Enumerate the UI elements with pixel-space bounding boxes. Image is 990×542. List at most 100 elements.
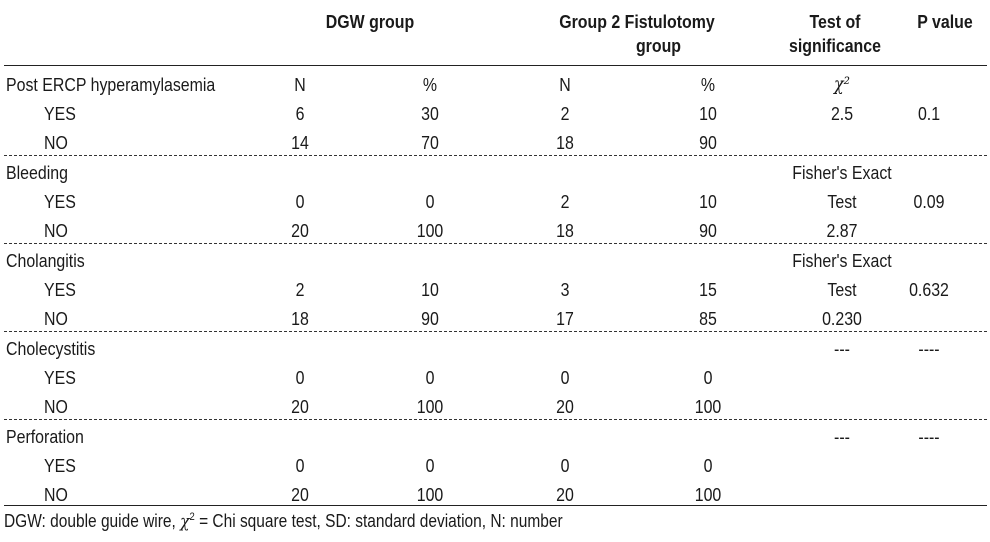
cell-fist-n: 20 — [556, 396, 574, 417]
cell-fist-pct: 0 — [703, 367, 713, 388]
header-fistulotomy-line1: Group 2 Fistulotomy — [559, 11, 715, 32]
cell-dgw-n: 2 — [295, 279, 305, 300]
cell-dgw-pct: 100 — [416, 220, 444, 241]
cell-fist-pct: 90 — [699, 220, 717, 241]
table-row: Post ERCP hyperamylasemia N% N% χ² — [0, 70, 990, 99]
table-row: NO 18 90 17 85 0.230 — [0, 304, 990, 333]
footnote: DGW: double guide wire, χ2 = Chi square … — [4, 511, 563, 532]
cell-fist-pct: 100 — [694, 484, 722, 505]
table-row: YES 0 0 2 10 Test 0.09 — [0, 187, 990, 216]
table-row: NO 20 100 18 90 2.87 — [0, 216, 990, 245]
cell-dgw-pct: 90 — [421, 308, 439, 329]
section-divider — [4, 155, 987, 156]
cell-dgw-pct: 30 — [421, 103, 439, 124]
cell-p: 0.1 — [917, 103, 941, 124]
section-label: Post ERCP hyperamylasemia — [6, 74, 216, 95]
header-test-line1: Test of — [809, 11, 861, 32]
footnote-prefix: DGW: double guide wire, — [4, 511, 181, 531]
cell-dgw-n: 18 — [291, 308, 309, 329]
header-test-line2: significance — [789, 35, 881, 56]
cell-fist-n: 3 — [560, 279, 570, 300]
no-label: NO — [44, 484, 68, 505]
yes-label: YES — [44, 279, 76, 300]
table-row: Cholecystitis --- ---- — [0, 334, 990, 363]
cell-dgw-pct: 100 — [416, 396, 444, 417]
cell-dgw-n: 20 — [291, 484, 309, 505]
table-row: NO 20 100 20 100 — [0, 392, 990, 421]
cell-dgw-n: 0 — [295, 191, 305, 212]
section-divider — [4, 419, 987, 420]
cell-p: ---- — [918, 338, 940, 359]
cell-test: Test — [827, 279, 857, 300]
cell-dgw-n: 14 — [291, 132, 309, 153]
cell-fist-pct: 85 — [699, 308, 717, 329]
no-label: NO — [44, 308, 68, 329]
cell-dgw-n: 20 — [291, 220, 309, 241]
cell-fist-n: 20 — [556, 484, 574, 505]
cell-dgw-pct: % — [422, 74, 438, 95]
cell-fist-n: N — [559, 74, 571, 95]
yes-label: YES — [44, 367, 76, 388]
yes-label: YES — [44, 103, 76, 124]
yes-label: YES — [44, 191, 76, 212]
cell-fist-n: 2 — [560, 191, 570, 212]
section-label: Cholecystitis — [6, 338, 96, 359]
cell-fist-n: 18 — [556, 132, 574, 153]
table-row: Cholangitis Fisher's Exact — [0, 246, 990, 275]
table-row: Perforation --- ---- — [0, 422, 990, 451]
no-label: NO — [44, 396, 68, 417]
cell-fist-pct: 10 — [699, 103, 717, 124]
cell-test: 0.230 — [822, 308, 862, 329]
header-fistulotomy-line2: group — [635, 35, 682, 56]
cell-fist-pct: 90 — [699, 132, 717, 153]
cell-fist-pct: 100 — [694, 396, 722, 417]
table-row: Bleeding Fisher's Exact — [0, 158, 990, 187]
cell-dgw-pct: 10 — [421, 279, 439, 300]
section-label: Cholangitis — [6, 250, 85, 271]
yes-label: YES — [44, 455, 76, 476]
cell-dgw-n: 0 — [295, 367, 305, 388]
section-label: Bleeding — [6, 162, 68, 183]
cell-test: Test — [827, 191, 857, 212]
cell-fist-n: 0 — [560, 367, 570, 388]
table-row: NO 20 100 20 100 — [0, 480, 990, 509]
cell-p: 0.632 — [909, 279, 949, 300]
cell-dgw-pct: 100 — [416, 484, 444, 505]
cell-test: 2.5 — [830, 103, 854, 124]
section-divider — [4, 331, 987, 332]
table-row: YES 6 30 2 10 2.5 0.1 — [0, 99, 990, 128]
section-label: Perforation — [6, 426, 84, 447]
cell-dgw-n: 0 — [295, 455, 305, 476]
cell-fist-pct: 10 — [699, 191, 717, 212]
cell-dgw-pct: 0 — [425, 367, 435, 388]
cell-dgw-pct: 0 — [425, 191, 435, 212]
table-row: YES 2 10 3 15 Test 0.632 — [0, 275, 990, 304]
cell-dgw-pct: 70 — [421, 132, 439, 153]
footnote-chi-superscript: 2 — [189, 511, 195, 523]
table-row: YES 0 0 0 0 — [0, 451, 990, 480]
cell-fist-n: 17 — [556, 308, 574, 329]
cell-dgw-n: 6 — [295, 103, 305, 124]
header-dgw-group: DGW group — [325, 11, 415, 32]
cell-fist-n: 0 — [560, 455, 570, 476]
cell-fist-n: 18 — [556, 220, 574, 241]
table-row: YES 0 0 0 0 — [0, 363, 990, 392]
no-label: NO — [44, 220, 68, 241]
header-rule — [4, 65, 987, 66]
bottom-rule — [4, 505, 987, 506]
no-label: NO — [44, 132, 68, 153]
cell-fist-pct: % — [700, 74, 716, 95]
header-test-of-significance: Test of significance — [788, 10, 883, 58]
cell-fist-n: 2 — [560, 103, 570, 124]
cell-test: --- — [834, 338, 850, 359]
section-divider — [4, 243, 987, 244]
header-fistulotomy-group: Group 2 Fistulotomy group — [538, 10, 736, 58]
footnote-suffix: = Chi square test, SD: standard deviatio… — [194, 511, 563, 531]
cell-dgw-pct: 0 — [425, 455, 435, 476]
cell-test: 2.87 — [826, 220, 858, 241]
cell-test: --- — [834, 426, 850, 447]
cell-test: χ² — [833, 74, 851, 95]
cell-test: Fisher's Exact — [792, 250, 892, 271]
cell-p: ---- — [918, 426, 940, 447]
cell-fist-pct: 15 — [699, 279, 717, 300]
